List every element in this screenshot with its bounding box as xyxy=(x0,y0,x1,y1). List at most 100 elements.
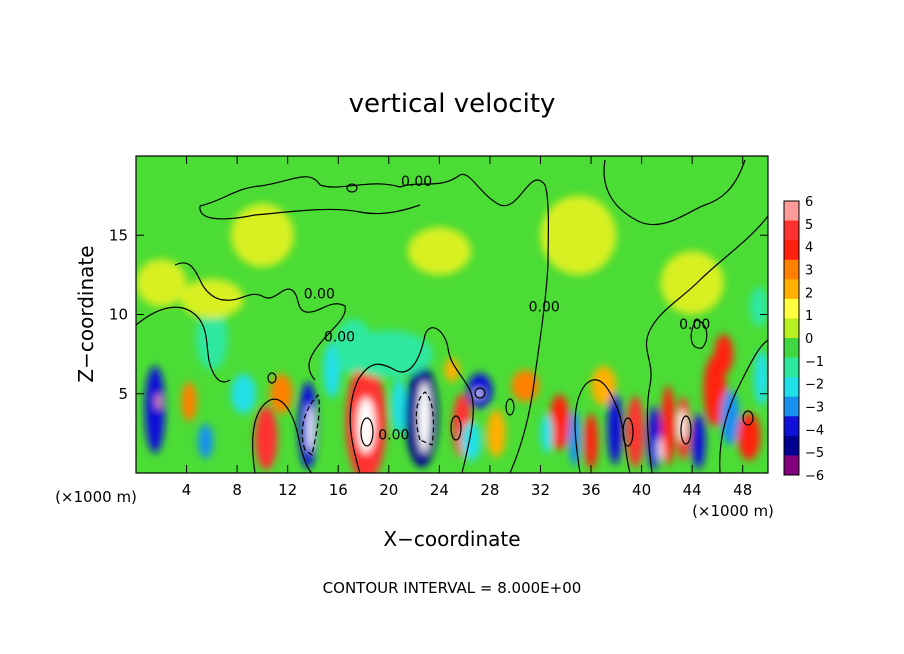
y-tick-label: 15 xyxy=(109,226,128,244)
colorbar-swatch xyxy=(784,201,799,222)
colorbar: 6 5 4 3 2 1 0 −1 −2 −3 −4 −5 −6 xyxy=(783,195,824,484)
colorbar-swatch xyxy=(784,435,799,456)
velocity-cell xyxy=(230,203,294,267)
contour-line xyxy=(690,319,708,349)
contour-line xyxy=(301,393,320,457)
contour-lines xyxy=(136,159,768,473)
velocity-cell xyxy=(658,437,664,462)
x-tick-label: 8 xyxy=(232,481,242,499)
contour-line xyxy=(267,372,277,384)
velocity-cell xyxy=(444,358,460,382)
colorbar-swatch xyxy=(784,396,799,417)
velocity-cell xyxy=(254,406,278,470)
colorbar-swatch xyxy=(784,318,799,339)
contour-label: 0.00 xyxy=(679,317,710,333)
x-unit-label-left: (×1000 m) xyxy=(55,488,137,506)
velocity-cell xyxy=(344,330,434,378)
x-tick-label: 12 xyxy=(278,481,297,499)
y-tick-label: 10 xyxy=(109,306,128,324)
contour-label: 0.00 xyxy=(401,174,432,190)
contour-label: 0.00 xyxy=(324,329,355,345)
velocity-cell xyxy=(660,251,724,315)
x-tick-label: 16 xyxy=(329,481,348,499)
velocity-cell xyxy=(691,413,706,470)
x-tick-label: 32 xyxy=(531,481,550,499)
contour-line xyxy=(645,215,768,473)
velocity-cell xyxy=(196,306,228,370)
velocity-cell xyxy=(460,421,482,462)
velocity-cell xyxy=(549,394,570,451)
contour-line xyxy=(136,306,231,383)
colorbar-swatch xyxy=(784,279,799,300)
contour-line xyxy=(346,183,358,193)
colorbar-swatch xyxy=(784,357,799,378)
x-tick-label: 44 xyxy=(683,481,702,499)
velocity-cell xyxy=(591,366,617,406)
velocity-cell xyxy=(540,413,554,454)
colorbar-tick-label: 6 xyxy=(805,195,813,210)
colorbar-tick-label: −1 xyxy=(805,355,824,370)
velocity-cell xyxy=(156,393,162,410)
colorbar-tick-label: −3 xyxy=(805,401,824,416)
colorbar-tick-label: −6 xyxy=(805,469,824,484)
x-tick-label: 20 xyxy=(379,481,398,499)
velocity-cell xyxy=(475,389,482,398)
velocity-cell xyxy=(230,373,257,414)
colorbar-tick-label: 2 xyxy=(805,286,813,301)
contour-line xyxy=(360,417,374,447)
chart-title: vertical velocity xyxy=(349,89,556,119)
colorbar-swatch xyxy=(784,455,799,476)
velocity-cell xyxy=(136,259,187,307)
colorbar-swatch xyxy=(784,220,799,241)
velocity-cell xyxy=(568,410,581,466)
contour-labels: 0.00 0.00 0.00 0.00 0.00 0.00 xyxy=(304,174,711,444)
x-axis-label: X−coordinate xyxy=(383,527,520,551)
contour-line xyxy=(199,173,549,473)
colorbar-swatch xyxy=(784,416,799,437)
velocity-cell xyxy=(180,278,244,319)
x-tick-label: 4 xyxy=(182,481,192,499)
velocity-cell xyxy=(584,413,598,470)
colorbar-swatch xyxy=(784,298,799,319)
velocity-cell xyxy=(737,412,761,461)
colorbar-tick-label: 3 xyxy=(805,264,813,279)
contour-line xyxy=(199,204,421,220)
colorbar-swatch xyxy=(784,259,799,280)
colorbar-tick-label: −5 xyxy=(805,446,824,461)
velocity-cell xyxy=(661,385,676,466)
velocity-cell xyxy=(391,378,407,435)
contour-line xyxy=(415,391,435,446)
colorbar-tick-label: 1 xyxy=(805,309,813,324)
velocity-cell xyxy=(714,334,734,374)
contour-label: 0.00 xyxy=(529,299,560,315)
velocity-cell xyxy=(486,409,506,458)
contour-label: 0.00 xyxy=(304,287,335,303)
x-tick-label: 28 xyxy=(480,481,499,499)
colorbar-tick-label: 0 xyxy=(805,332,813,347)
contour-line xyxy=(603,159,746,226)
contour-line xyxy=(349,327,474,473)
colorbar-frame xyxy=(783,200,800,476)
y-tick-label: 5 xyxy=(118,385,128,403)
x-tick-label: 48 xyxy=(733,481,752,499)
velocity-cell xyxy=(647,406,662,470)
velocity-cell xyxy=(269,373,293,414)
contour-line xyxy=(742,410,754,426)
contour-line xyxy=(450,415,462,441)
contour-label: 0.00 xyxy=(378,428,409,444)
plot-area: 0.00 0.00 0.00 0.00 0.00 0.00 xyxy=(135,155,769,474)
velocity-field xyxy=(136,195,768,473)
y-axis-label: Z−coordinate xyxy=(74,245,98,382)
velocity-cell xyxy=(197,423,214,459)
contour-line xyxy=(252,398,313,473)
x-unit-label-right: (×1000 m) xyxy=(692,502,774,520)
contour-line xyxy=(174,262,346,381)
contour-line xyxy=(680,415,692,445)
velocity-cell xyxy=(407,227,471,275)
contour-line xyxy=(719,339,768,473)
velocity-cell xyxy=(626,396,645,468)
x-tick-label: 40 xyxy=(632,481,651,499)
colorbar-tick-label: −4 xyxy=(805,423,824,438)
